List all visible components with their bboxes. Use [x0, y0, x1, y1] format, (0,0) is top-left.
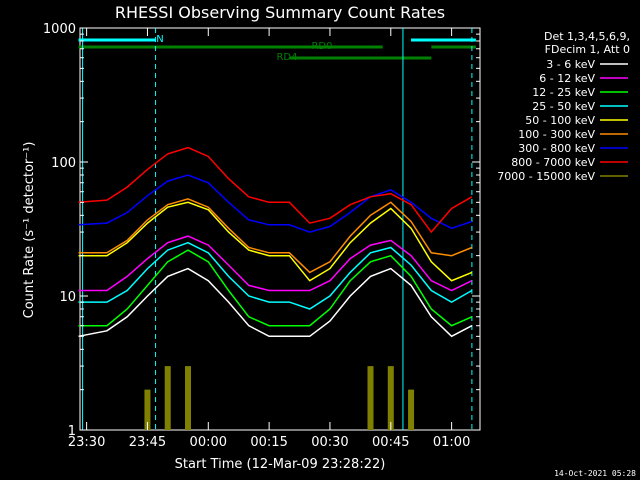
flag-bars: N RD0 RD4: [78, 34, 476, 63]
x-tick-label: 00:45: [372, 435, 409, 450]
x-axis-label: Start Time (12-Mar-09 23:28:22): [175, 457, 386, 472]
y-axis-label: Count Rate (s⁻¹ detector⁻¹): [22, 142, 37, 319]
series-line-7: [78, 146, 473, 234]
series-lines: [78, 146, 473, 430]
series-line-3: [78, 241, 473, 310]
plot-area: [79, 27, 481, 431]
date-stamp: 14-Oct-2021 05:28: [554, 469, 636, 478]
plot-frame: [79, 27, 481, 431]
legend-header-1: FDecim 1, Att 0: [545, 43, 630, 56]
legend-item-4: 50 - 100 keV: [525, 114, 595, 127]
y-tick-label: 1: [68, 424, 76, 439]
legend: Det 1,3,4,5,6,9,FDecim 1, Att 0 3 - 6 keV…: [497, 30, 630, 183]
x-tick-label: 01:00: [433, 435, 470, 450]
x-tick-label: 00:30: [311, 435, 348, 450]
legend-item-1: 6 - 12 keV: [539, 72, 595, 85]
legend-item-5: 100 - 300 keV: [518, 128, 595, 141]
series-line-4: [78, 201, 473, 282]
y-tick-label: 1000: [43, 22, 76, 37]
legend-item-3: 25 - 50 keV: [532, 100, 595, 113]
x-tick-label: 00:15: [250, 435, 287, 450]
legend-item-8: 7000 - 15000 keV: [497, 170, 595, 183]
legend-item-2: 12 - 25 keV: [532, 86, 595, 99]
legend-item-0: 3 - 6 keV: [546, 58, 595, 71]
flag-label-rd4: RD4: [276, 52, 297, 63]
legend-item-7: 800 - 7000 keV: [511, 156, 595, 169]
flag-label-n: N: [156, 34, 163, 45]
flag-label-rd0: RD0: [311, 41, 332, 52]
x-tick-label: 00:00: [190, 435, 227, 450]
series-line-5: [78, 198, 473, 274]
y-tick-label: 10: [59, 290, 76, 305]
series-line-0: [78, 267, 473, 338]
legend-header-0: Det 1,3,4,5,6,9,: [544, 30, 630, 43]
series-line-6: [78, 174, 473, 233]
x-tick-label: 23:45: [129, 435, 166, 450]
x-tick-label: 23:30: [68, 435, 105, 450]
series-line-2: [78, 249, 473, 327]
chart-title: RHESSI Observing Summary Count Rates: [115, 3, 445, 22]
y-tick-label: 100: [51, 156, 76, 171]
axes: 23:30 23:45 00:00 00:15 00:30 00:45 01:00 1 10 10…: [43, 22, 480, 450]
legend-item-6: 300 - 800 keV: [518, 142, 595, 155]
time-markers: [82, 28, 473, 430]
series-line-1: [78, 235, 473, 292]
